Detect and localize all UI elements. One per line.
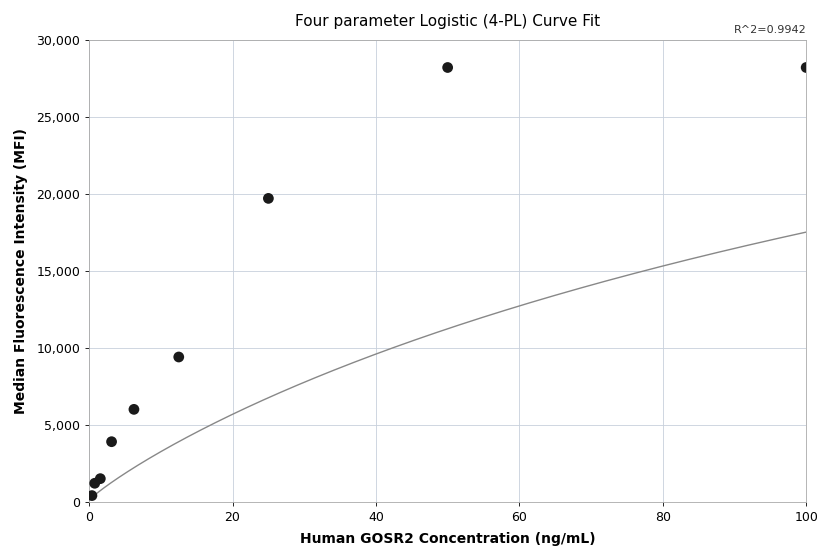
Y-axis label: Median Fluorescence Intensity (MFI): Median Fluorescence Intensity (MFI) [14, 128, 28, 414]
Point [172, 352, 186, 361]
Point [88, 479, 102, 488]
Point [94, 474, 107, 483]
Point [441, 63, 454, 72]
Point [800, 63, 813, 72]
Text: R^2=0.9942: R^2=0.9942 [734, 25, 806, 35]
X-axis label: Human GOSR2 Concentration (ng/mL): Human GOSR2 Concentration (ng/mL) [300, 532, 596, 546]
Point [127, 405, 141, 414]
Point [85, 491, 98, 500]
Title: Four parameter Logistic (4-PL) Curve Fit: Four parameter Logistic (4-PL) Curve Fit [295, 14, 600, 29]
Point [105, 437, 118, 446]
Point [262, 194, 275, 203]
